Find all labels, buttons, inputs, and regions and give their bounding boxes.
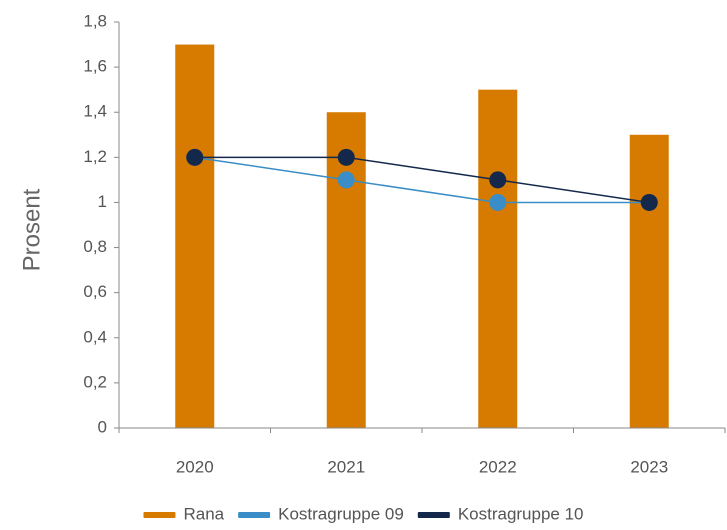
x-tick-label: 2021 (327, 457, 365, 476)
legend-label-rana: Rana (183, 504, 224, 523)
y-tick-label: 0,2 (83, 372, 107, 391)
point-kostragruppe-09-2021 (337, 171, 355, 189)
line-kostragruppe-09 (194, 156, 650, 204)
y-tick-label: 0,8 (83, 237, 107, 256)
x-tick-label: 2022 (479, 457, 517, 476)
x-tick-label: 2020 (176, 457, 214, 476)
legend-swatch-rana (143, 512, 176, 518)
y-tick-label: 1,8 (83, 11, 107, 30)
y-tick-label: 0,6 (83, 282, 107, 301)
y-tick-label: 1 (98, 192, 107, 211)
point-kostragruppe-10-2023 (640, 193, 658, 211)
x-tick-labels: 2020 2021 2022 2023 (176, 457, 668, 476)
x-tick-label: 2023 (630, 457, 668, 476)
y-tick-label: 0,4 (83, 327, 107, 346)
legend-label-kostragruppe-09: Kostragruppe 09 (278, 504, 404, 523)
bar-rana-2022 (478, 89, 518, 429)
series-lines (186, 148, 658, 211)
point-kostragruppe-10-2021 (337, 148, 355, 166)
line-kostragruppe-10 (194, 156, 650, 204)
y-tick-label: 1,4 (83, 102, 107, 121)
point-kostragruppe-09-2022 (489, 193, 507, 211)
legend-swatch-kostragruppe-09 (238, 512, 271, 518)
bars (175, 44, 669, 429)
bar-rana-2020 (175, 44, 215, 429)
axes (114, 21, 726, 433)
bar-rana-2023 (629, 134, 669, 428)
point-kostragruppe-10-2020 (186, 148, 204, 166)
y-tick-label: 1,6 (83, 57, 107, 76)
point-kostragruppe-10-2022 (489, 171, 507, 189)
legend-swatch-kostragruppe-10 (417, 512, 450, 518)
y-axis-title: Prosent (18, 188, 45, 271)
y-tick-label: 1,2 (83, 147, 107, 166)
y-tick-labels: 0 0,2 0,4 0,6 0,8 1 1,2 1,4 1,6 1,8 (83, 11, 107, 436)
legend-label-kostragruppe-10: Kostragruppe 10 (458, 504, 584, 523)
legend: Rana Kostragruppe 09 Kostragruppe 10 (143, 504, 584, 523)
y-tick-label: 0 (98, 417, 107, 436)
